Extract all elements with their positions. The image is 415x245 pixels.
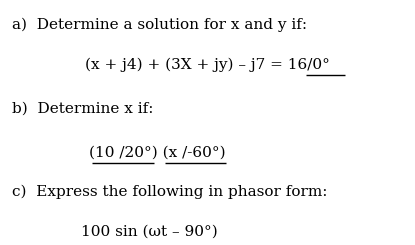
Text: 100 sin (ωt – 90°): 100 sin (ωt – 90°)	[81, 224, 218, 238]
Text: a)  Determine a solution for x and y if:: a) Determine a solution for x and y if:	[12, 18, 308, 32]
Text: (x + j4) + (3X + jy) – j7 = 16/0°: (x + j4) + (3X + jy) – j7 = 16/0°	[85, 57, 330, 72]
Text: c)  Express the following in phasor form:: c) Express the following in phasor form:	[12, 185, 328, 199]
Text: (10 /20°) (x /-60°): (10 /20°) (x /-60°)	[89, 146, 226, 160]
Text: b)  Determine x if:: b) Determine x if:	[12, 102, 154, 116]
